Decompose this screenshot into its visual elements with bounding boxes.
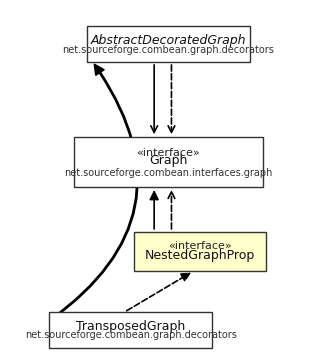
Text: net.sourceforge.combean.interfaces.graph: net.sourceforge.combean.interfaces.graph bbox=[64, 168, 272, 178]
Text: «interface»: «interface» bbox=[136, 148, 200, 158]
Text: NestedGraphProp: NestedGraphProp bbox=[145, 249, 255, 262]
FancyArrowPatch shape bbox=[247, 234, 263, 252]
Text: «interface»: «interface» bbox=[168, 240, 232, 251]
Text: AbstractDecoratedGraph: AbstractDecoratedGraph bbox=[91, 34, 246, 47]
Text: net.sourceforge.combean.graph.decorators: net.sourceforge.combean.graph.decorators bbox=[62, 45, 274, 55]
FancyBboxPatch shape bbox=[74, 137, 263, 187]
Text: net.sourceforge.combean.graph.decorators: net.sourceforge.combean.graph.decorators bbox=[25, 330, 236, 341]
Text: TransposedGraph: TransposedGraph bbox=[76, 320, 185, 333]
FancyBboxPatch shape bbox=[134, 232, 266, 271]
Text: Graph: Graph bbox=[149, 154, 187, 167]
FancyBboxPatch shape bbox=[87, 26, 250, 62]
FancyBboxPatch shape bbox=[49, 312, 212, 348]
FancyArrowPatch shape bbox=[51, 64, 138, 320]
